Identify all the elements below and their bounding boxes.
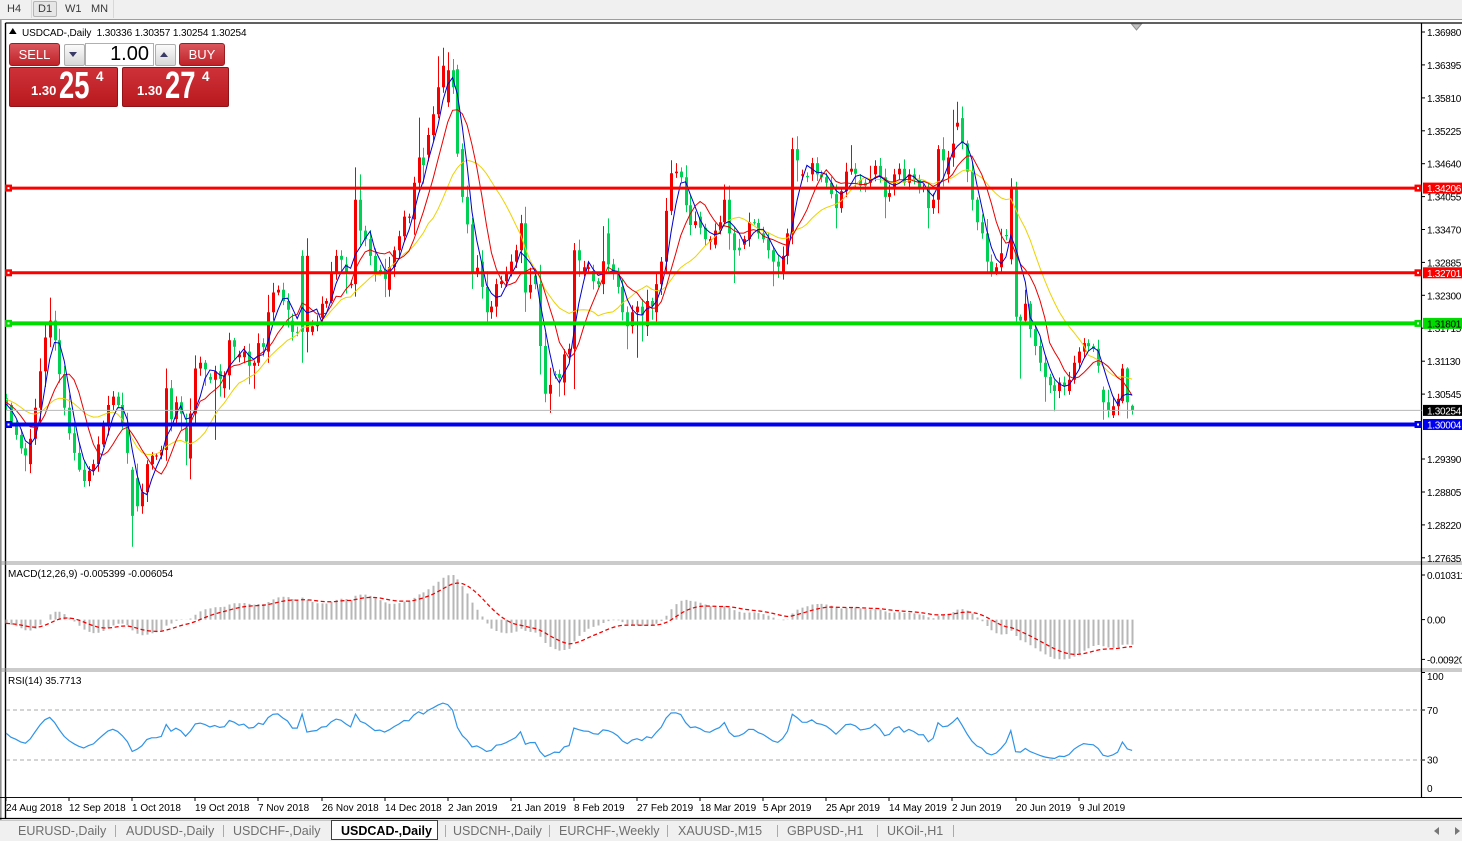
svg-text:1.28805: 1.28805 <box>1427 488 1462 499</box>
svg-text:USDCAD-,Daily 1.30336 1.30357: USDCAD-,Daily 1.30336 1.30357 1.30254 1.… <box>22 28 247 39</box>
svg-text:1.33470: 1.33470 <box>1427 226 1462 237</box>
svg-text:1.30254: 1.30254 <box>1427 406 1462 417</box>
svg-text:5 Apr 2019: 5 Apr 2019 <box>763 803 812 814</box>
svg-text:24 Aug 2018: 24 Aug 2018 <box>6 803 63 814</box>
svg-text:7 Nov 2018: 7 Nov 2018 <box>258 803 310 814</box>
svg-text:1.36395: 1.36395 <box>1427 61 1462 72</box>
svg-text:2 Jun 2019: 2 Jun 2019 <box>952 803 1002 814</box>
svg-text:2 Jan 2019: 2 Jan 2019 <box>448 803 498 814</box>
svg-text:12 Sep 2018: 12 Sep 2018 <box>69 803 126 814</box>
svg-text:1.34640: 1.34640 <box>1427 160 1462 171</box>
svg-text:MACD(12,26,9) -0.005399 -0.006: MACD(12,26,9) -0.005399 -0.006054 <box>8 569 174 580</box>
svg-text:1.31130: 1.31130 <box>1427 357 1461 368</box>
svg-text:9 Jul 2019: 9 Jul 2019 <box>1079 803 1126 814</box>
svg-text:21 Jan 2019: 21 Jan 2019 <box>511 803 566 814</box>
svg-text:8 Feb 2019: 8 Feb 2019 <box>574 803 625 814</box>
svg-text:1.31801: 1.31801 <box>1427 319 1462 330</box>
svg-text:18 Mar 2019: 18 Mar 2019 <box>700 803 757 814</box>
svg-text:25 Apr 2019: 25 Apr 2019 <box>826 803 880 814</box>
svg-text:70: 70 <box>1427 706 1439 717</box>
svg-text:RSI(14) 35.7713: RSI(14) 35.7713 <box>8 676 82 687</box>
svg-text:20 Jun 2019: 20 Jun 2019 <box>1016 803 1071 814</box>
svg-text:0: 0 <box>1427 784 1433 795</box>
svg-text:27 Feb 2019: 27 Feb 2019 <box>637 803 694 814</box>
svg-text:1.28220: 1.28220 <box>1427 521 1462 532</box>
svg-text:1.27635: 1.27635 <box>1427 554 1462 565</box>
svg-text:1.30004: 1.30004 <box>1427 421 1462 432</box>
svg-text:0.00: 0.00 <box>1427 616 1446 627</box>
svg-text:1 Oct 2018: 1 Oct 2018 <box>132 803 181 814</box>
svg-text:19 Oct 2018: 19 Oct 2018 <box>195 803 250 814</box>
svg-text:30: 30 <box>1427 756 1439 767</box>
svg-text:1.29390: 1.29390 <box>1427 455 1462 466</box>
svg-text:0.010311: 0.010311 <box>1427 571 1462 582</box>
svg-text:1.34055: 1.34055 <box>1427 193 1462 204</box>
svg-text:1.35810: 1.35810 <box>1427 94 1462 105</box>
svg-text:1.35225: 1.35225 <box>1427 127 1462 138</box>
svg-text:26 Nov 2018: 26 Nov 2018 <box>322 803 379 814</box>
svg-text:14 Dec 2018: 14 Dec 2018 <box>385 803 442 814</box>
svg-text:1.30545: 1.30545 <box>1427 390 1462 401</box>
svg-text:1.31715: 1.31715 <box>1427 324 1462 335</box>
svg-text:-0.009203: -0.009203 <box>1427 655 1462 666</box>
svg-text:100: 100 <box>1427 672 1444 683</box>
svg-text:1.36980: 1.36980 <box>1427 28 1462 39</box>
svg-text:1.32300: 1.32300 <box>1427 291 1462 302</box>
svg-text:1.32701: 1.32701 <box>1427 269 1462 280</box>
svg-text:1.34206: 1.34206 <box>1427 184 1462 195</box>
svg-text:14 May 2019: 14 May 2019 <box>889 803 947 814</box>
svg-text:1.32885: 1.32885 <box>1427 258 1462 269</box>
